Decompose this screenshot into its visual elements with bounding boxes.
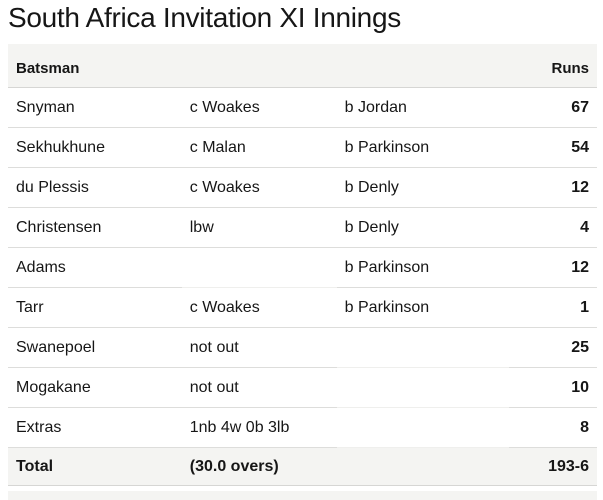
next-section-header-strip: [8, 491, 597, 500]
runs-value: 12: [508, 167, 597, 208]
bowler-text: b Denly: [336, 207, 509, 248]
batsman-name: Extras: [8, 407, 182, 448]
batsman-name: Snyman: [8, 87, 182, 128]
dismissal-text: c Woakes: [181, 87, 337, 128]
dismissal-text: not out: [181, 367, 337, 408]
bowler-text: b Parkinson: [336, 287, 509, 328]
batsman-name: Mogakane: [8, 367, 182, 408]
bowler-column-header: [336, 44, 509, 88]
bowler-text: [336, 407, 509, 448]
bowler-text: b Jordan: [336, 87, 509, 128]
runs-column-header: Runs: [508, 44, 597, 88]
dismissal-text: c Malan: [181, 127, 337, 168]
table-row: Snyman c Woakes b Jordan 67: [8, 87, 597, 128]
batsman-column-header: Batsman: [8, 44, 182, 88]
table-row: du Plessis c Woakes b Denly 12: [8, 167, 597, 208]
total-row: Total (30.0 overs) 193-6: [8, 447, 597, 486]
dismissal-text: lbw: [181, 207, 337, 248]
table-row: Swanepoel not out 25: [8, 327, 597, 368]
total-score: 193-6: [508, 447, 597, 486]
page-title: South Africa Invitation XI Innings: [8, 2, 401, 33]
runs-value: 4: [508, 207, 597, 248]
runs-value: 10: [508, 367, 597, 408]
dismissal-text: c Woakes: [181, 167, 337, 208]
bowler-text: b Denly: [336, 167, 509, 208]
batsman-name: Swanepoel: [8, 327, 182, 368]
table-row: Christensen lbw b Denly 4: [8, 207, 597, 248]
dismissal-text: not out: [181, 327, 337, 368]
batsman-name: Adams: [8, 247, 182, 288]
batsman-name: du Plessis: [8, 167, 182, 208]
dismissal-text: 1nb 4w 0b 3lb: [181, 407, 337, 448]
batting-table-body: Snyman c Woakes b Jordan 67 Sekhukhune c Mala…: [8, 87, 597, 448]
bowler-text: [336, 367, 509, 408]
batting-scorecard: Batsman Runs Snyman c Woakes b Jordan 67 Sek…: [8, 44, 597, 486]
dismissal-text: c Woakes: [181, 287, 337, 328]
runs-value: 1: [508, 287, 597, 328]
table-row: Sekhukhune c Malan b Parkinson 54: [8, 127, 597, 168]
table-row: Tarr c Woakes b Parkinson 1: [8, 287, 597, 328]
runs-value: 54: [508, 127, 597, 168]
runs-value: 67: [508, 87, 597, 128]
bowler-text: b Parkinson: [336, 127, 509, 168]
batting-table: Batsman Runs Snyman c Woakes b Jordan 67 Sek…: [8, 44, 597, 486]
total-label: Total: [8, 447, 182, 486]
bowler-text: b Parkinson: [336, 247, 509, 288]
total-spacer: [336, 447, 509, 486]
bowler-text: [336, 327, 509, 368]
total-overs: (30.0 overs): [181, 447, 337, 486]
runs-value: 25: [508, 327, 597, 368]
batsman-name: Christensen: [8, 207, 182, 248]
table-row: Mogakane not out 10: [8, 367, 597, 408]
dismissal-text: [181, 247, 337, 288]
batting-table-footer: Total (30.0 overs) 193-6: [8, 447, 597, 486]
runs-value: 8: [508, 407, 597, 448]
dismissal-column-header: [181, 44, 337, 88]
batsman-name: Tarr: [8, 287, 182, 328]
header-row: Batsman Runs: [8, 44, 597, 88]
table-row: Adams b Parkinson 12: [8, 247, 597, 288]
batsman-name: Sekhukhune: [8, 127, 182, 168]
runs-value: 12: [508, 247, 597, 288]
batting-table-header: Batsman Runs: [8, 44, 597, 88]
table-row: Extras 1nb 4w 0b 3lb 8: [8, 407, 597, 448]
